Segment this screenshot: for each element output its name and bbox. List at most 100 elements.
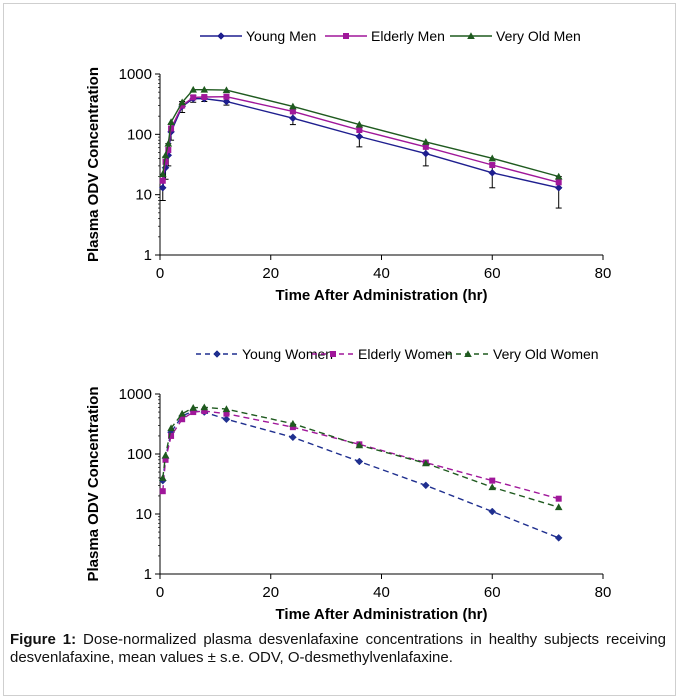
data-point xyxy=(289,108,296,115)
series-elderly-women xyxy=(159,408,562,502)
legend-marker xyxy=(467,32,475,39)
y-tick-label: 100 xyxy=(127,126,152,143)
chart-panel-2: 1 10 100 1000 0 20 40 60 80 Time After Administra… xyxy=(85,346,611,623)
series-elderly-men xyxy=(159,93,562,186)
data-point xyxy=(222,97,231,106)
data-point xyxy=(554,183,563,192)
legend-label: Elderly Women xyxy=(358,346,453,362)
legend-label: Young Women xyxy=(242,346,333,362)
x-tick-label: 20 xyxy=(262,584,279,601)
legend-marker xyxy=(343,33,349,39)
data-point xyxy=(488,507,497,516)
data-point xyxy=(222,415,231,424)
data-point xyxy=(223,410,230,417)
data-point xyxy=(200,403,209,411)
data-point xyxy=(422,138,430,145)
data-point xyxy=(190,94,197,101)
data-point xyxy=(158,170,167,178)
legend-entry: Young Men xyxy=(200,28,316,44)
y-tick-label: 10 xyxy=(135,506,152,523)
data-point xyxy=(289,102,297,110)
y-axis-label: Plasma ODV Concentration xyxy=(85,67,102,262)
data-point xyxy=(201,94,208,101)
series-very-old-men xyxy=(158,85,563,180)
legend-marker xyxy=(464,350,472,357)
data-point xyxy=(355,120,364,128)
data-point xyxy=(555,179,562,186)
data-point xyxy=(200,85,209,93)
legend-label: Elderly Men xyxy=(371,28,445,44)
data-point xyxy=(421,149,430,158)
data-point xyxy=(167,424,175,432)
chart-panel-1: 1 10 100 1000 0 20 40 60 80 Time After Administra… xyxy=(85,28,611,304)
data-point xyxy=(554,172,563,180)
series-line xyxy=(162,406,559,508)
legend-marker xyxy=(213,350,221,358)
data-point xyxy=(165,146,172,153)
series-line xyxy=(162,89,559,178)
caption-text: Dose-normalized plasma desvenlafaxine co… xyxy=(10,631,666,666)
data-point xyxy=(422,143,429,150)
x-axis-label: Time After Administration (hr) xyxy=(276,287,488,304)
series-line xyxy=(162,95,559,184)
data-point xyxy=(168,432,175,439)
data-point xyxy=(222,86,231,94)
data-point xyxy=(554,534,563,542)
data-point xyxy=(289,424,296,431)
data-point xyxy=(159,488,166,495)
x-tick-label: 0 xyxy=(156,265,164,282)
x-axis-label: Time After Administration (hr) xyxy=(276,606,488,623)
x-tick-label: 60 xyxy=(484,584,501,601)
data-point xyxy=(201,408,208,415)
data-point xyxy=(489,477,496,484)
data-point xyxy=(168,125,175,132)
data-point xyxy=(164,139,173,147)
x-tick-label: 0 xyxy=(156,584,164,601)
legend-label: Very Old Men xyxy=(496,28,581,44)
data-point xyxy=(355,457,364,466)
series-very-old-women xyxy=(158,403,563,511)
data-point xyxy=(554,503,563,511)
x-tick-label: 80 xyxy=(595,265,612,282)
x-tick-label: 80 xyxy=(595,584,612,601)
y-tick-label: 1 xyxy=(144,247,152,264)
legend-entry: Very Old Women xyxy=(447,346,599,362)
legend-marker xyxy=(217,32,225,40)
data-point xyxy=(158,183,167,192)
series-line xyxy=(162,410,559,539)
y-tick-label: 1000 xyxy=(119,66,152,83)
legend-entry: Young Women xyxy=(196,346,333,362)
y-axis-label: Plasma ODV Concentration xyxy=(85,386,102,581)
data-point xyxy=(223,93,230,100)
data-point xyxy=(355,132,364,141)
data-point xyxy=(179,102,186,109)
data-point xyxy=(555,495,562,502)
data-point xyxy=(189,403,198,411)
y-tick-label: 1 xyxy=(144,566,152,583)
data-point xyxy=(289,114,297,123)
data-point xyxy=(422,459,430,467)
legend-marker xyxy=(330,351,336,357)
data-point xyxy=(178,98,186,106)
y-tick-label: 10 xyxy=(135,187,152,204)
data-point xyxy=(178,409,186,417)
legend-entry: Very Old Men xyxy=(450,28,581,44)
y-tick-label: 100 xyxy=(127,446,152,463)
caption-label: Figure 1: xyxy=(10,631,77,648)
figure-caption: Figure 1: Dose-normalized plasma desvenl… xyxy=(10,631,666,667)
data-point xyxy=(489,162,496,169)
data-point xyxy=(162,158,169,165)
series-line xyxy=(162,410,559,500)
data-point xyxy=(161,151,170,159)
data-point xyxy=(158,474,167,481)
data-point xyxy=(159,177,166,184)
data-point xyxy=(179,416,186,423)
data-point xyxy=(356,126,363,133)
data-point xyxy=(161,451,170,459)
series-young-men xyxy=(158,94,563,209)
data-point xyxy=(488,483,497,491)
figure-frame xyxy=(3,3,676,696)
data-point xyxy=(355,441,364,449)
data-point xyxy=(289,433,297,442)
series-line xyxy=(162,98,559,189)
